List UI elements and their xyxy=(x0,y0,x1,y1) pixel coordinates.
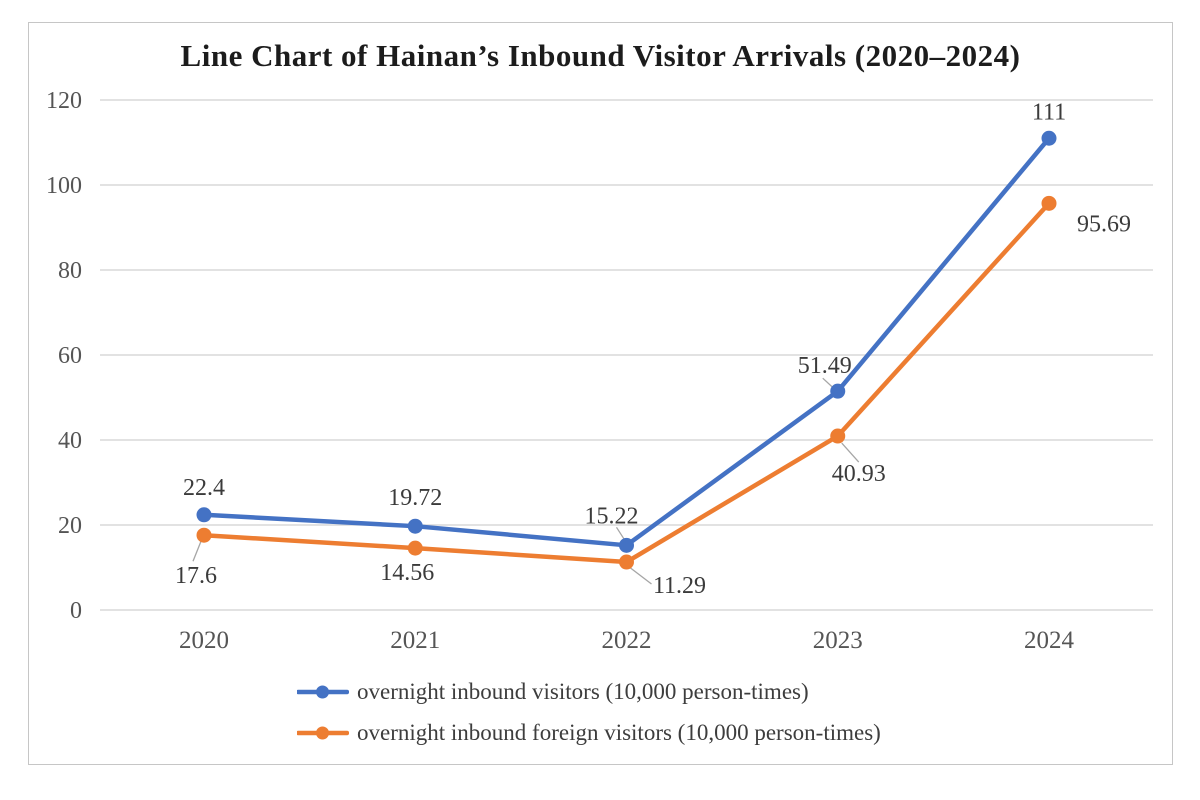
data-label-0-2022: 15.22 xyxy=(585,503,639,529)
data-point-marker-0-2020 xyxy=(196,507,212,523)
data-point-marker-0-2024 xyxy=(1041,130,1057,146)
y-axis-tick-label-60: 60 xyxy=(58,343,82,369)
x-axis-tick-label-2021: 2021 xyxy=(390,627,440,654)
y-axis-tick-label-100: 100 xyxy=(46,173,82,199)
data-label-1-2021: 14.56 xyxy=(380,560,434,586)
data-label-0-2020: 22.4 xyxy=(183,475,225,501)
legend-item-overnight-inbound-visitors: overnight inbound visitors (10,000 perso… xyxy=(297,672,881,712)
data-label-0-2024: 111 xyxy=(1032,99,1066,125)
y-axis-tick-label-0: 0 xyxy=(70,598,82,624)
legend-label-overnight-inbound-foreign-visitors: overnight inbound foreign visitors (10,0… xyxy=(357,720,881,745)
data-label-1-2020: 17.6 xyxy=(175,563,217,589)
data-point-marker-1-2022 xyxy=(619,554,634,570)
data-point-marker-1-2024 xyxy=(1041,195,1057,211)
data-point-marker-1-2023 xyxy=(830,428,846,444)
data-label-0-2023: 51.49 xyxy=(798,353,852,379)
x-axis-tick-label-2024: 2024 xyxy=(1024,627,1075,654)
data-label-0-2021: 19.72 xyxy=(388,485,442,511)
chart-legend: overnight inbound visitors (10,000 perso… xyxy=(297,672,881,753)
data-point-marker-1-2021 xyxy=(407,540,423,556)
legend-label-overnight-inbound-visitors: overnight inbound visitors (10,000 perso… xyxy=(357,679,809,704)
chart-frame-border xyxy=(28,22,1173,765)
x-axis-tick-label-2022: 2022 xyxy=(602,627,652,654)
data-point-marker-1-2020 xyxy=(196,527,212,543)
y-axis-tick-label-80: 80 xyxy=(58,258,82,284)
y-axis-tick-label-20: 20 xyxy=(58,513,82,539)
data-label-leader-line xyxy=(841,442,860,463)
data-label-leader-line xyxy=(192,540,202,562)
data-label-1-2023: 40.93 xyxy=(832,461,886,487)
data-label-leader-line xyxy=(630,567,652,585)
data-label-1-2024: 95.69 xyxy=(1077,211,1131,237)
legend-item-overnight-inbound-foreign-visitors: overnight inbound foreign visitors (10,0… xyxy=(297,713,881,753)
x-axis-tick-label-2023: 2023 xyxy=(813,627,863,654)
data-label-1-2022: 11.29 xyxy=(653,573,706,599)
legend-dot-icon xyxy=(316,685,329,699)
data-point-marker-0-2021 xyxy=(407,518,423,534)
x-axis-tick-label-2020: 2020 xyxy=(179,627,229,654)
data-point-marker-0-2022 xyxy=(619,537,634,553)
y-axis-tick-label-120: 120 xyxy=(46,88,82,114)
legend-dot-icon xyxy=(316,726,329,740)
y-axis-tick-label-40: 40 xyxy=(58,428,82,454)
data-point-marker-0-2023 xyxy=(830,383,846,399)
legend-line-marker-icon xyxy=(297,685,349,699)
chart-title: Line Chart of Hainan’s Inbound Visitor A… xyxy=(180,38,1021,73)
legend-line-marker-icon xyxy=(297,726,349,740)
